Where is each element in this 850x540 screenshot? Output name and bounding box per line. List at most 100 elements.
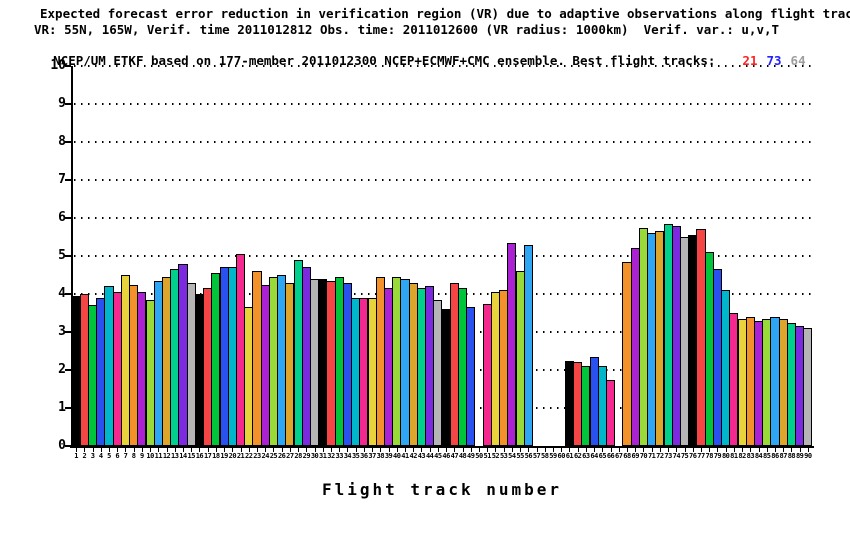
- x-tick-label-12: 12: [162, 452, 171, 460]
- x-tick-label-17: 17: [203, 452, 212, 460]
- x-tick-mark-75: [684, 448, 686, 452]
- x-tick-label-38: 38: [376, 452, 385, 460]
- x-tick-mark-39: [388, 448, 390, 452]
- x-tick-label-31: 31: [319, 452, 327, 460]
- x-tick-mark-44: [429, 448, 431, 452]
- x-tick-mark-85: [766, 448, 768, 452]
- x-tick-mark-64: [594, 448, 596, 452]
- x-tick-label-47: 47: [450, 452, 459, 460]
- x-tick-mark-49: [470, 448, 472, 452]
- x-tick-mark-68: [627, 448, 628, 452]
- bar-track-90: [803, 328, 813, 446]
- best-track-1: 21: [742, 52, 758, 68]
- x-tick-mark-78: [709, 448, 711, 452]
- x-tick-mark-76: [692, 448, 694, 452]
- gridline-y-6: [74, 217, 811, 219]
- y-tick-mark-7: [65, 179, 71, 181]
- x-tick-label-26: 26: [277, 452, 286, 460]
- x-tick-label-71: 71: [647, 452, 656, 460]
- x-tick-mark-19: [224, 448, 226, 452]
- x-tick-label-29: 29: [302, 452, 311, 460]
- x-tick-mark-15: [191, 448, 193, 452]
- chart-title-line-2: VR: 55N, 165W, Verif. time 2011012812 Ob…: [34, 21, 780, 37]
- x-tick-label-42: 42: [409, 452, 418, 460]
- x-tick-mark-60: [561, 448, 563, 452]
- x-tick-mark-31: [322, 448, 324, 452]
- y-tick-mark-6: [65, 217, 71, 219]
- x-tick-label-77: 77: [697, 452, 705, 460]
- x-tick-label-58: 58: [541, 452, 549, 460]
- x-tick-mark-22: [248, 448, 250, 452]
- x-tick-mark-43: [421, 448, 423, 452]
- chart-title-line-3: NCEP/UM ETKF based on 177-member 2011012…: [8, 37, 850, 84]
- x-tick-mark-86: [775, 448, 776, 452]
- x-tick-mark-18: [215, 448, 217, 452]
- x-tick-label-69: 69: [631, 452, 640, 460]
- x-tick-mark-27: [289, 448, 291, 452]
- y-tick-mark-8: [65, 141, 71, 143]
- x-tick-label-2: 2: [82, 452, 87, 460]
- y-tick-label-10: 10: [50, 58, 66, 73]
- x-tick-mark-48: [462, 448, 464, 452]
- x-tick-label-63: 63: [582, 452, 590, 460]
- x-tick-label-73: 73: [664, 452, 672, 460]
- x-tick-mark-84: [758, 448, 760, 452]
- x-tick-label-33: 33: [335, 452, 344, 460]
- y-tick-mark-4: [65, 293, 71, 295]
- x-tick-mark-36: [363, 448, 365, 452]
- x-tick-mark-17: [207, 448, 209, 452]
- x-axis-line: [70, 446, 814, 448]
- x-tick-label-61: 61: [565, 452, 574, 460]
- x-tick-label-4: 4: [98, 452, 103, 460]
- x-tick-mark-77: [701, 448, 702, 452]
- x-tick-label-89: 89: [795, 452, 804, 460]
- gridline-y-5: [74, 255, 811, 257]
- x-tick-label-44: 44: [425, 452, 434, 460]
- bar-track-56: [523, 244, 533, 446]
- x-tick-mark-10: [150, 448, 152, 452]
- x-tick-label-9: 9: [140, 452, 144, 460]
- x-tick-label-41: 41: [401, 452, 409, 460]
- x-tick-label-56: 56: [524, 452, 533, 460]
- x-tick-label-13: 13: [171, 452, 179, 460]
- x-tick-label-40: 40: [393, 452, 401, 460]
- x-tick-mark-79: [717, 448, 719, 452]
- x-tick-mark-32: [331, 448, 332, 452]
- x-tick-mark-6: [117, 448, 119, 452]
- x-tick-mark-52: [495, 448, 497, 452]
- x-tick-label-68: 68: [623, 452, 631, 460]
- gridline-y-4: [74, 293, 811, 295]
- bar-track-49: [466, 307, 476, 446]
- x-tick-mark-82: [742, 448, 744, 452]
- x-tick-mark-50: [479, 448, 480, 452]
- gridline-y-9: [74, 103, 811, 105]
- x-tick-mark-30: [314, 448, 316, 452]
- x-tick-label-81: 81: [730, 452, 738, 460]
- x-tick-mark-56: [528, 448, 530, 452]
- x-tick-mark-47: [454, 448, 456, 452]
- x-tick-label-60: 60: [557, 452, 566, 460]
- gridline-y-8: [74, 141, 811, 143]
- bar-track-66: [606, 379, 616, 446]
- y-tick-label-8: 8: [58, 134, 66, 149]
- x-tick-label-1: 1: [74, 452, 78, 460]
- x-tick-label-45: 45: [434, 452, 442, 460]
- x-tick-label-85: 85: [763, 452, 771, 460]
- chart-title-line-1: Expected forecast error reduction in ver…: [40, 6, 850, 21]
- x-tick-label-79: 79: [713, 452, 722, 460]
- x-tick-mark-66: [610, 448, 612, 452]
- x-tick-label-10: 10: [146, 452, 154, 460]
- x-tick-mark-28: [298, 448, 300, 452]
- x-tick-label-87: 87: [779, 452, 788, 460]
- chart-title-block: Expected forecast error reduction in ver…: [0, 6, 850, 84]
- x-tick-mark-51: [487, 448, 489, 452]
- best-track-2: 73: [766, 52, 782, 68]
- x-tick-mark-24: [265, 448, 267, 452]
- x-tick-label-32: 32: [327, 452, 335, 460]
- y-tick-label-1: 1: [58, 400, 66, 415]
- x-tick-label-70: 70: [639, 452, 648, 460]
- x-tick-mark-2: [84, 448, 86, 452]
- y-tick-mark-9: [65, 103, 71, 105]
- x-tick-mark-34: [347, 448, 349, 452]
